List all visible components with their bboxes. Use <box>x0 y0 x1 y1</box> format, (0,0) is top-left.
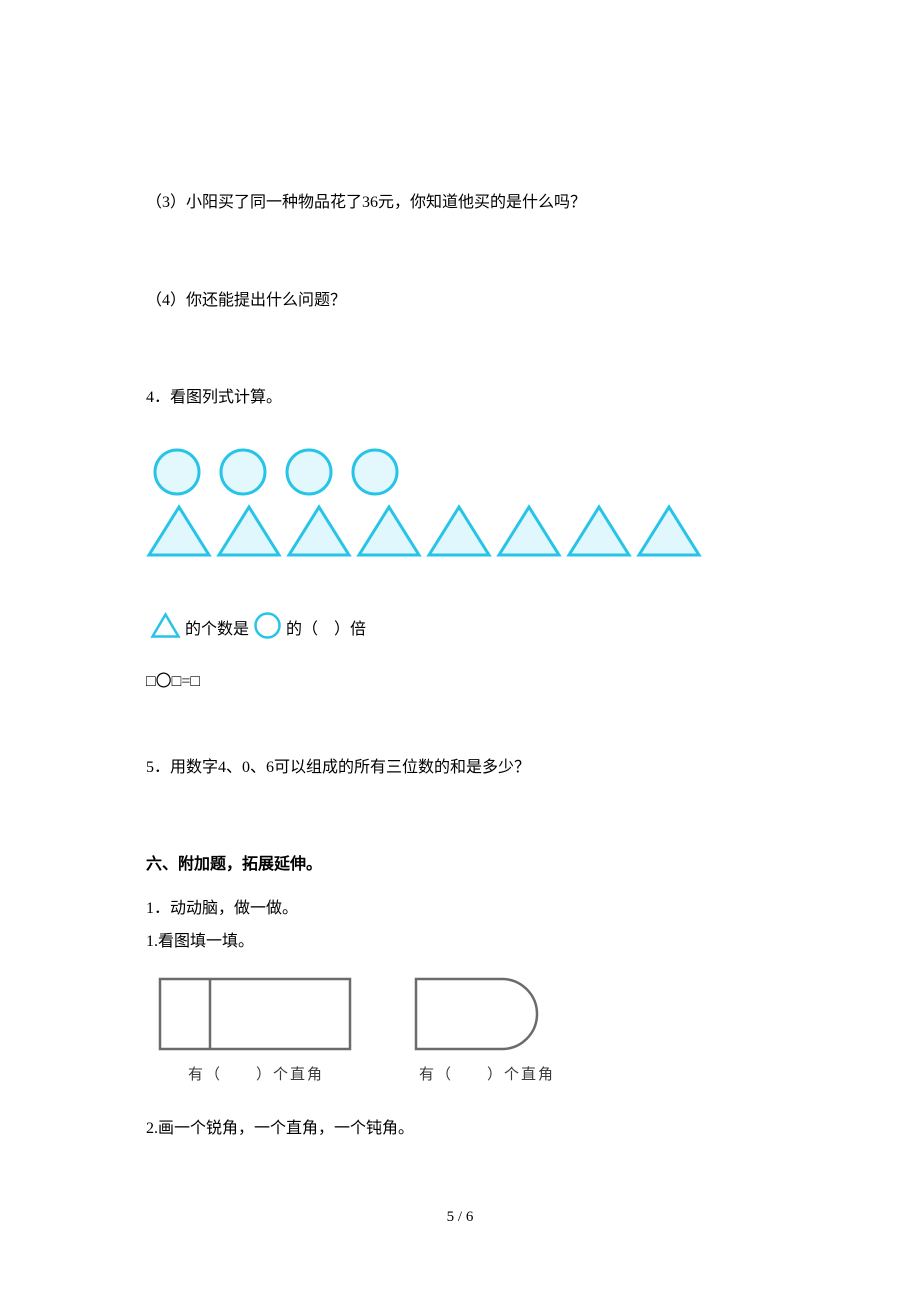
triangle-icon <box>496 504 562 563</box>
figure-caption-1: 有（ ）个直角 <box>188 1063 324 1084</box>
triangle-icon <box>146 504 212 563</box>
triangle-icon <box>636 504 702 563</box>
ratio-statement: 的个数是 的（ ）倍 <box>146 611 774 651</box>
ratio-prefix: 的个数是 <box>185 616 249 645</box>
triangle-icon <box>426 504 492 563</box>
angle-figures: 有（ ）个直角 有（ ）个直角 <box>156 975 774 1084</box>
question-4: （4）你还能提出什么问题？ <box>146 288 774 314</box>
triangle-icon <box>216 504 282 563</box>
q4-title: 4．看图列式计算。 <box>146 385 774 411</box>
shapes-figure <box>146 447 774 563</box>
equation-blank: □〇□=□ <box>146 667 774 691</box>
s6-line3: 2.画一个锐角，一个直角，一个钝角。 <box>146 1116 774 1142</box>
question-5: 5．用数字4、0、6可以组成的所有三位数的和是多少？ <box>146 755 774 781</box>
s6-line1: 1．动动脑，做一做。 <box>146 896 774 922</box>
question-3: （3）小阳买了同一种物品花了36元，你知道他买的是什么吗？ <box>146 190 774 216</box>
figure-caption-2: 有（ ）个直角 <box>419 1063 555 1084</box>
d-shape-icon <box>412 975 562 1053</box>
rectangle-shape-icon <box>156 975 356 1053</box>
triangle-icon <box>356 504 422 563</box>
ratio-suffix: 的（ ）倍 <box>286 616 366 645</box>
circle-icon <box>284 447 334 502</box>
circle-icon <box>152 447 202 502</box>
triangle-icon <box>286 504 352 563</box>
page-number: 5 / 6 <box>0 1209 920 1226</box>
circle-icon <box>350 447 400 502</box>
s6-line2: 1.看图填一填。 <box>146 929 774 955</box>
section-6-title: 六、附加题，拓展延伸。 <box>146 852 774 878</box>
triangle-icon <box>566 504 632 563</box>
circle-icon <box>218 447 268 502</box>
